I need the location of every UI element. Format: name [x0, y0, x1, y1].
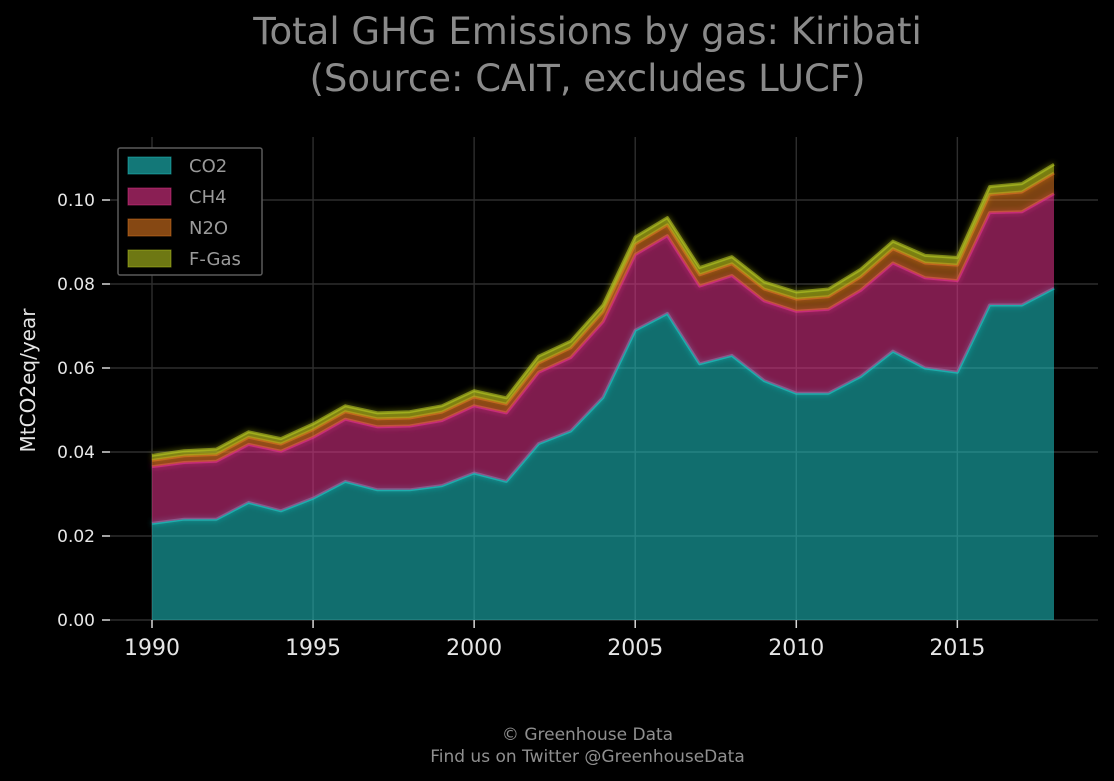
- y-axis-label: MtCO2eq/year: [16, 308, 40, 453]
- area-n2o: [152, 173, 1054, 467]
- chart-title: Total GHG Emissions by gas: Kiribati (So…: [0, 8, 1114, 102]
- legend-swatch: [127, 187, 172, 206]
- area-co2: [152, 288, 1054, 620]
- x-tick-label: 2000: [446, 636, 502, 661]
- x-tick-label: 2015: [929, 636, 985, 661]
- legend-label: N2O: [189, 218, 228, 239]
- y-tick-label: 0.04: [57, 443, 95, 463]
- x-tick-label: 1995: [285, 636, 341, 661]
- x-tick-label: 2010: [768, 636, 824, 661]
- legend-swatch: [127, 249, 172, 268]
- y-tick-label: 0.00: [57, 611, 95, 631]
- y-tick-label: 0.06: [57, 359, 95, 379]
- legend: CO2 CH4 N2O F-Gas: [117, 147, 263, 276]
- legend-label: CO2: [189, 156, 227, 177]
- legend-swatch: [127, 218, 172, 237]
- area-ch4: [152, 193, 1054, 524]
- legend-label: CH4: [189, 187, 227, 208]
- legend-box: [117, 147, 263, 276]
- chart-title-line-2: (Source: CAIT, excludes LUCF): [309, 57, 866, 100]
- y-tick-label: 0.02: [57, 527, 95, 547]
- stacked-areas: [151, 163, 1055, 620]
- x-tick-label: 2005: [607, 636, 663, 661]
- chart-title-line-1: Total GHG Emissions by gas: Kiribati: [253, 10, 922, 53]
- footer: © Greenhouse Data Find us on Twitter @Gr…: [0, 724, 1114, 768]
- legend-label: F-Gas: [189, 249, 241, 270]
- y-tick-label: 0.10: [57, 191, 95, 211]
- y-tick-label: 0.08: [57, 275, 95, 295]
- x-tick-label: 1990: [124, 636, 180, 661]
- line-f-gas: [151, 163, 1055, 457]
- footer-copyright: © Greenhouse Data: [501, 725, 674, 745]
- axes: 0.00 0.02 0.04 0.06 0.08 0.10 1990 1995 2000 2005…: [16, 191, 985, 661]
- footer-twitter: Find us on Twitter @GreenhouseData: [430, 747, 745, 767]
- legend-swatch: [127, 156, 172, 175]
